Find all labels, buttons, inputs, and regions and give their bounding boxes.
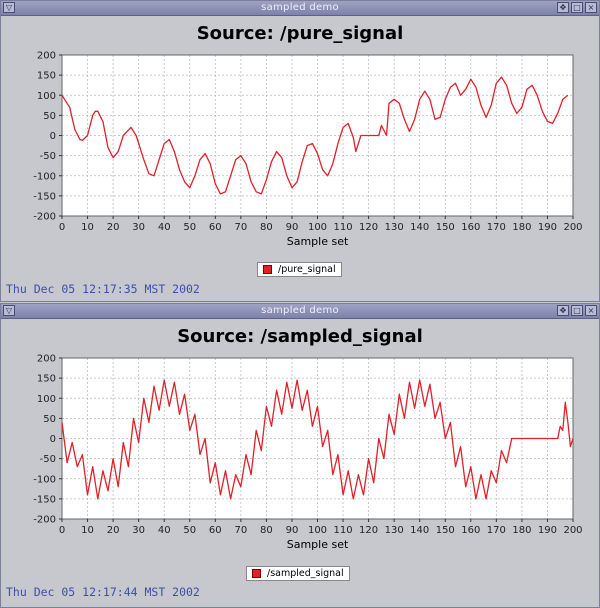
y-tick-label: -150: [33, 191, 56, 202]
window-titlebar[interactable]: ▽ sampled demo ✥ □ ×: [1, 304, 599, 319]
window-titlebar[interactable]: ▽ sampled demo ✥ □ ×: [1, 1, 599, 16]
legend-label: /pure_signal: [278, 264, 336, 275]
move-icon[interactable]: ✥: [557, 2, 569, 13]
x-tick-label: 20: [107, 525, 120, 536]
move-icon[interactable]: ✥: [557, 305, 569, 316]
x-axis-title: Sample set: [287, 538, 349, 551]
close-icon[interactable]: ×: [585, 305, 597, 316]
legend-swatch: [263, 265, 272, 274]
series-line: [61, 76, 569, 195]
x-tick-label: 150: [436, 222, 455, 233]
legend-swatch: [252, 569, 261, 578]
x-tick-label: 110: [334, 222, 353, 233]
line-chart: 0 10 20 30 40 50 60 70 80 90 100 110 120 130 140 150 160…: [33, 51, 582, 249]
y-tick-label: 50: [43, 111, 56, 122]
y-tick-label: -200: [33, 212, 56, 223]
y-tick-label: 0: [50, 434, 56, 445]
x-tick-label: 190: [538, 525, 557, 536]
legend-label: /sampled_signal: [267, 568, 344, 579]
x-tick-label: 70: [234, 222, 247, 233]
x-tick-label: 110: [334, 525, 353, 536]
x-tick-label: 30: [132, 525, 145, 536]
x-tick-label: 50: [183, 222, 196, 233]
window-menu-icon[interactable]: ▽: [3, 305, 15, 316]
x-tick-label: 200: [563, 525, 582, 536]
x-tick-label: 50: [183, 525, 196, 536]
y-tick-label: -100: [33, 171, 56, 182]
window-title: sampled demo: [261, 305, 339, 316]
window-sampled-signal: ▽ sampled demo ✥ □ × Source: /sampled_si…: [0, 303, 600, 608]
x-tick-label: 90: [286, 222, 299, 233]
window-pure-signal: ▽ sampled demo ✥ □ × Source: /pure_signa…: [0, 0, 600, 302]
x-tick-label: 0: [59, 222, 65, 233]
timestamp: Thu Dec 05 12:17:35 MST 2002: [6, 282, 200, 296]
y-tick-label: 200: [37, 51, 56, 62]
y-tick-label: 50: [43, 414, 56, 425]
y-tick-label: 0: [50, 131, 56, 142]
x-tick-label: 160: [461, 222, 480, 233]
x-tick-label: 140: [410, 222, 429, 233]
x-tick-label: 60: [209, 525, 222, 536]
y-tick-label: -150: [33, 494, 56, 505]
maximize-icon[interactable]: □: [571, 2, 583, 13]
x-tick-label: 90: [286, 525, 299, 536]
x-tick-label: 40: [158, 222, 171, 233]
x-tick-label: 140: [410, 525, 429, 536]
x-tick-label: 190: [538, 222, 557, 233]
x-tick-label: 170: [487, 525, 506, 536]
x-tick-label: 10: [81, 525, 94, 536]
y-tick-label: -50: [40, 454, 56, 465]
plot-title: Source: /pure_signal: [196, 23, 404, 44]
window-menu-icon[interactable]: ▽: [3, 2, 15, 13]
x-axis-title: Sample set: [287, 235, 349, 248]
plot-title: Source: /sampled_signal: [177, 326, 423, 347]
x-tick-label: 160: [461, 525, 480, 536]
x-tick-label: 130: [385, 222, 404, 233]
y-tick-label: 100: [37, 91, 56, 102]
maximize-icon[interactable]: □: [571, 305, 583, 316]
y-tick-label: 150: [37, 374, 56, 385]
x-tick-label: 60: [209, 222, 222, 233]
y-tick-label: -200: [33, 515, 56, 526]
x-tick-label: 170: [487, 222, 506, 233]
x-tick-label: 200: [563, 222, 582, 233]
timestamp: Thu Dec 05 12:17:44 MST 2002: [6, 585, 200, 599]
x-tick-label: 80: [260, 525, 273, 536]
x-tick-label: 180: [512, 525, 531, 536]
x-tick-label: 120: [359, 525, 378, 536]
x-tick-label: 180: [512, 222, 531, 233]
x-tick-label: 150: [436, 525, 455, 536]
x-tick-label: 100: [308, 525, 327, 536]
chart-legend: /pure_signal: [257, 262, 342, 277]
x-tick-label: 10: [81, 222, 94, 233]
x-tick-label: 120: [359, 222, 378, 233]
y-tick-label: 100: [37, 394, 56, 405]
x-tick-label: 130: [385, 525, 404, 536]
x-tick-label: 30: [132, 222, 145, 233]
x-tick-label: 80: [260, 222, 273, 233]
y-tick-label: -100: [33, 474, 56, 485]
window-title: sampled demo: [261, 2, 339, 13]
chart-legend: /sampled_signal: [246, 566, 350, 581]
series-line: [61, 379, 574, 500]
y-tick-label: 200: [37, 354, 56, 365]
x-tick-label: 40: [158, 525, 171, 536]
line-chart: 0 10 20 30 40 50 60 70 80 90 100 110 120 130 140 150 160…: [33, 354, 582, 552]
close-icon[interactable]: ×: [585, 2, 597, 13]
x-tick-label: 20: [107, 222, 120, 233]
x-tick-label: 100: [308, 222, 327, 233]
x-tick-label: 0: [59, 525, 65, 536]
y-tick-label: 150: [37, 71, 56, 82]
x-tick-label: 70: [234, 525, 247, 536]
y-tick-label: -50: [40, 151, 56, 162]
